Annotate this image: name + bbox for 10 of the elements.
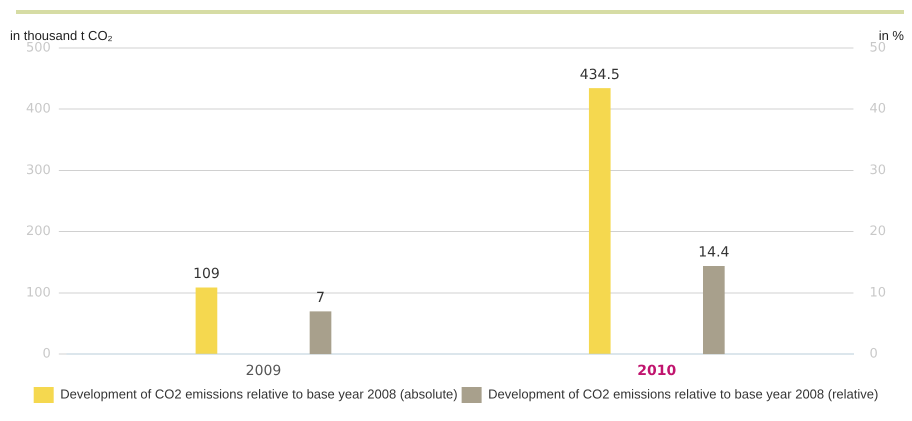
y2-axis-title: in % — [878, 28, 904, 43]
x-tick-label: 2009 — [246, 363, 282, 380]
data-label: 109 — [193, 266, 220, 282]
data-label: 7 — [316, 290, 325, 306]
x-tick-label: 2010 — [637, 363, 677, 380]
data-label: 14.4 — [698, 244, 730, 261]
data-label: 434.5 — [580, 66, 620, 83]
y-axis-title: in thousand t CO₂ — [10, 28, 113, 43]
legend-label: Development of CO2 emissions relative to base year 2008 (relative) — [488, 386, 878, 402]
legend-label: Development of CO2 emissions relative to base year 2008 (absolute) — [60, 386, 458, 402]
